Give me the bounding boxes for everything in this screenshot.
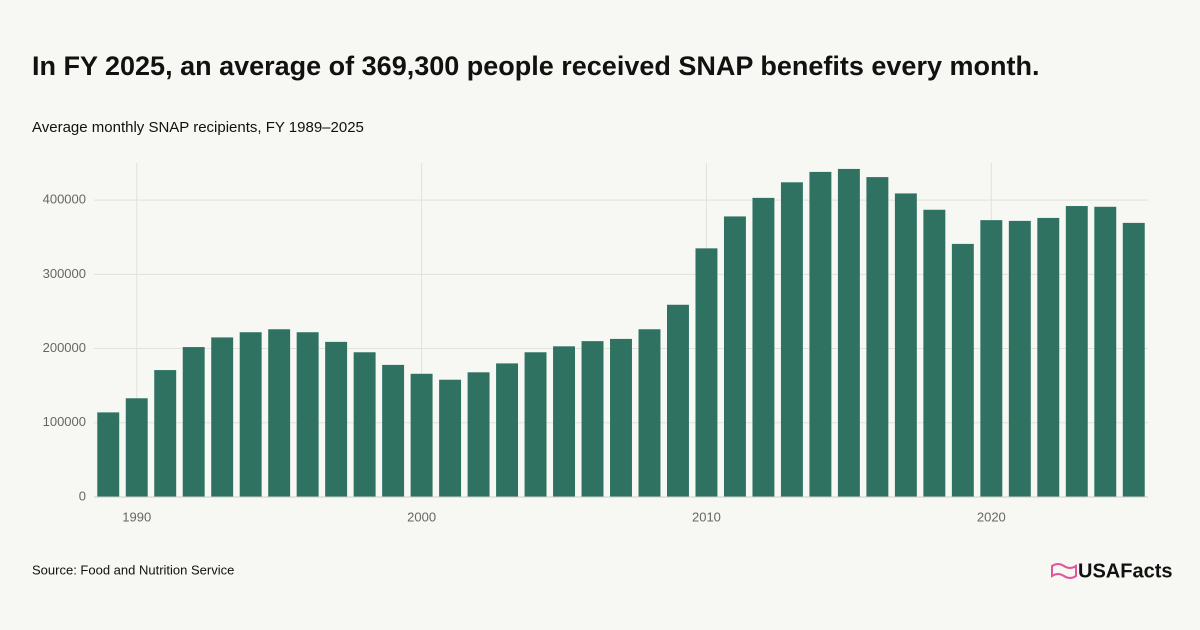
bar (97, 412, 120, 497)
chart-title: In FY 2025, an average of 369,300 people… (32, 51, 1039, 81)
bar (1065, 206, 1088, 497)
bar (894, 193, 917, 498)
bar (809, 171, 832, 497)
bar (1122, 222, 1145, 497)
bar (581, 341, 604, 497)
bar (1037, 217, 1060, 497)
bar (695, 248, 718, 497)
bar (211, 337, 234, 497)
bar (638, 329, 661, 497)
y-tick-label: 0 (79, 488, 86, 503)
bar (951, 243, 974, 497)
bar (524, 352, 547, 497)
bar (125, 398, 148, 497)
y-tick-label: 400000 (43, 192, 86, 207)
bar (923, 209, 946, 497)
bar (496, 363, 519, 497)
bar (980, 220, 1003, 497)
x-tick-label: 2020 (977, 509, 1006, 524)
bar (325, 341, 348, 497)
bar (296, 332, 319, 497)
bar (353, 352, 376, 497)
bar (467, 372, 490, 497)
brand-logo: USAFacts (1051, 560, 1172, 582)
bar (239, 332, 262, 497)
bar (268, 329, 291, 497)
bar (154, 370, 177, 497)
bar (610, 338, 632, 497)
bar (866, 177, 889, 497)
bar (410, 373, 433, 497)
y-tick-label: 100000 (43, 414, 86, 429)
bar (182, 347, 205, 497)
bar (837, 168, 860, 497)
bar (439, 379, 462, 497)
y-tick-label: 200000 (43, 340, 86, 355)
x-tick-label: 1990 (122, 509, 151, 524)
bar (553, 346, 575, 497)
bar (1094, 206, 1117, 497)
bar (667, 304, 689, 497)
x-tick-label: 2000 (407, 509, 436, 524)
chart-subtitle: Average monthly SNAP recipients, FY 1989… (32, 119, 364, 136)
bar (780, 182, 803, 497)
bar (382, 364, 405, 497)
source: Source: Food and Nutrition Service (32, 562, 234, 577)
y-tick-label: 300000 (43, 266, 86, 281)
brand-name: USAFacts (1078, 560, 1172, 582)
x-tick-label: 2010 (692, 509, 721, 524)
bar (752, 197, 775, 497)
bar (1008, 220, 1031, 498)
bar (723, 216, 746, 497)
